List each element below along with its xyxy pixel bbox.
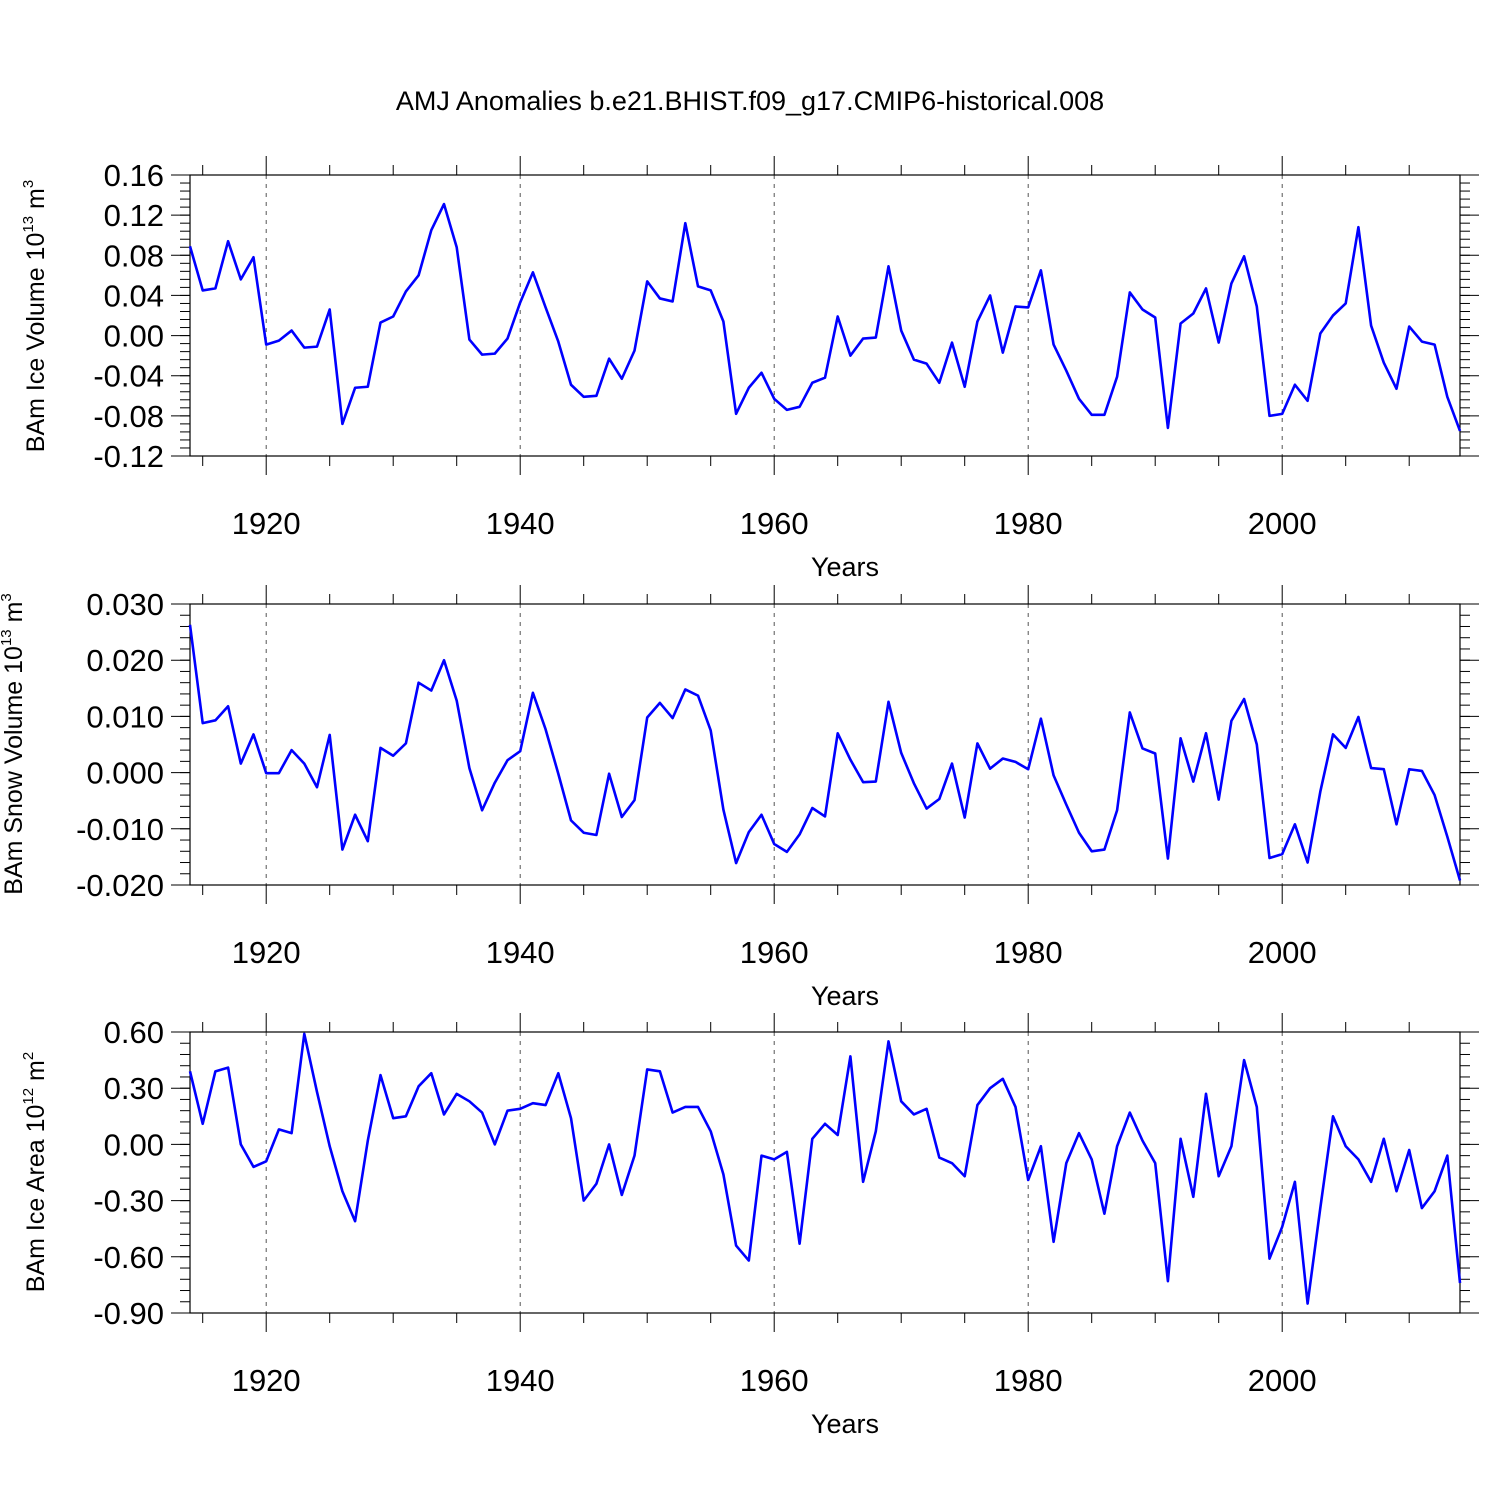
y-tick-label: 0.00 <box>104 1127 164 1162</box>
series-points <box>189 624 1461 881</box>
x-tick-label: 1980 <box>994 1363 1063 1398</box>
plot-frame <box>189 603 1461 886</box>
series-points <box>189 204 1461 431</box>
y-tick-label: 0.04 <box>104 278 164 313</box>
y-tick-label: -0.90 <box>93 1296 164 1331</box>
y-tick-label: -0.020 <box>76 868 164 903</box>
y-axis-label-text: BAm Snow Volume 10 <box>0 646 28 895</box>
x-tick-label: 2000 <box>1248 935 1317 970</box>
x-axis-label: Years <box>811 981 879 1011</box>
y-tick-label: -0.010 <box>76 812 164 847</box>
x-tick-label: 1940 <box>486 935 555 970</box>
series-line <box>188 1032 1462 1305</box>
chart-panel-3: 1920 1940 1960 1980 2000 Years -0.90 -0.60 -0.30… <box>20 1013 1479 1439</box>
y-axis-label-text: BAm Ice Volume 10 <box>22 233 50 453</box>
series-line <box>188 624 1462 881</box>
y-axis-label-unit: m <box>22 188 50 216</box>
chart-title: AMJ Anomalies b.e21.BHIST.f09_g17.CMIP6-… <box>396 86 1104 116</box>
chart-panel-1: 1920 1940 1960 1980 2000 Years -0.12 -0.08 -0.04… <box>20 156 1479 582</box>
x-tick-label: 1960 <box>740 1363 809 1398</box>
y-tick-label: 0.010 <box>86 699 164 734</box>
x-axis-label: Years <box>811 1409 879 1439</box>
x-tick-label: 1960 <box>740 935 809 970</box>
x-tick-label: 1980 <box>994 935 1063 970</box>
y-tick-label: -0.04 <box>93 359 164 394</box>
y-axis-label-exponent: 12 <box>20 1088 37 1105</box>
y-axis-label-unit: m <box>0 602 28 630</box>
y-tick-label: 0.020 <box>86 643 164 678</box>
y-axis-label: BAm Ice Volume 1013 m3 <box>20 180 50 452</box>
x-tick-label: 1940 <box>486 506 555 541</box>
x-tick-label: 2000 <box>1248 506 1317 541</box>
y-axis-label-unit-exponent: 3 <box>0 593 15 601</box>
plot-frame <box>189 1031 1461 1314</box>
series-line <box>188 202 1462 432</box>
y-tick-label: 0.00 <box>104 319 164 354</box>
x-tick-label: 1940 <box>486 1363 555 1398</box>
y-tick-label: 0.30 <box>104 1071 164 1106</box>
y-tick-label: 0.030 <box>86 587 164 622</box>
plot-frame <box>189 174 1461 457</box>
y-axis-label: BAm Ice Area 1012 m2 <box>20 1052 50 1292</box>
x-axis-label: Years <box>811 552 879 582</box>
series-points <box>189 1033 1461 1304</box>
y-tick-label: -0.30 <box>93 1184 164 1219</box>
chart-panel-2: 1920 1940 1960 1980 2000 Years -0.020 -0.010 0.0… <box>0 585 1479 1011</box>
y-axis-label-unit: m <box>22 1060 50 1088</box>
x-tick-label: 1920 <box>232 506 301 541</box>
y-tick-label: -0.12 <box>93 439 164 474</box>
x-tick-label: 2000 <box>1248 1363 1317 1398</box>
y-tick-label: -0.60 <box>93 1240 164 1275</box>
y-tick-label: -0.08 <box>93 399 164 434</box>
y-tick-label: 0.12 <box>104 198 164 233</box>
y-axis-label: BAm Snow Volume 1013 m3 <box>0 593 28 895</box>
y-axis-label-exponent: 13 <box>0 629 15 646</box>
y-tick-label: 0.08 <box>104 238 164 273</box>
y-tick-label: 0.000 <box>86 756 164 791</box>
y-tick-label: 0.16 <box>104 158 164 193</box>
x-tick-label: 1920 <box>232 1363 301 1398</box>
y-axis-label-exponent: 13 <box>20 216 37 233</box>
y-axis-label-unit-exponent: 3 <box>20 180 37 188</box>
y-axis-label-unit-exponent: 2 <box>20 1052 37 1060</box>
x-tick-label: 1920 <box>232 935 301 970</box>
x-tick-label: 1980 <box>994 506 1063 541</box>
x-tick-label: 1960 <box>740 506 809 541</box>
y-tick-label: 0.60 <box>104 1015 164 1050</box>
y-axis-label-text: BAm Ice Area 10 <box>22 1105 50 1293</box>
